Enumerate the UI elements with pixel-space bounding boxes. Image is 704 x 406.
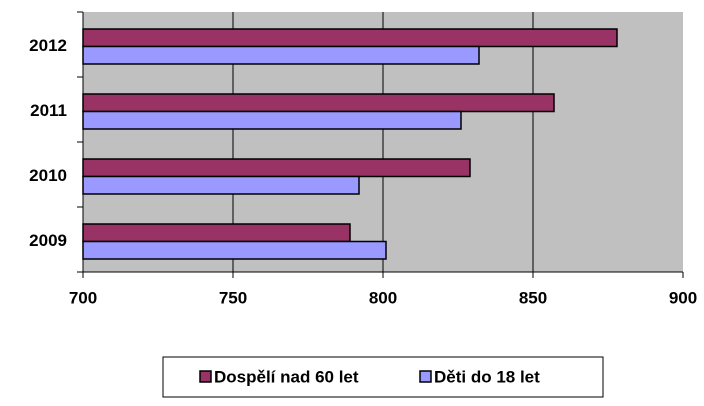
bar (82, 175, 360, 195)
x-tick-label: 800 (369, 288, 397, 307)
x-tick-label: 900 (669, 288, 697, 307)
legend-label: Děti do 18 let (434, 367, 540, 386)
bar (82, 110, 462, 130)
y-tick-label: 2011 (30, 101, 67, 120)
bar (82, 45, 480, 65)
y-tick-label: 2010 (29, 166, 67, 185)
x-tick-label: 850 (519, 288, 547, 307)
bar (82, 158, 471, 178)
legend-box (162, 356, 604, 398)
y-tick-label: 2012 (29, 36, 67, 55)
legend-swatch (199, 370, 212, 383)
y-tick-label: 2009 (29, 231, 67, 250)
x-tick-label: 750 (219, 288, 247, 307)
bar (82, 240, 387, 260)
bar (82, 223, 351, 243)
x-tick-label: 700 (69, 288, 97, 307)
legend-label: Dospělí nad 60 let (214, 367, 359, 386)
legend-swatch (419, 370, 432, 383)
bar (82, 28, 618, 48)
bar (82, 93, 555, 113)
